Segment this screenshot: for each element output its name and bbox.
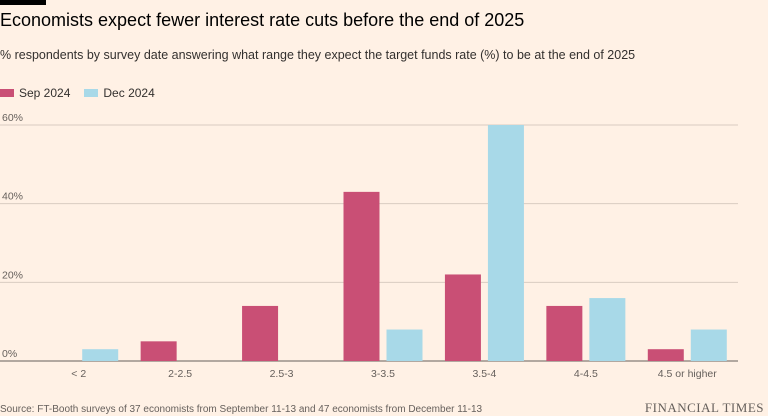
chart-subtitle: % respondents by survey date answering w… — [0, 48, 636, 62]
legend: Sep 2024 Dec 2024 — [0, 86, 155, 100]
x-tick-label: < 2 — [71, 368, 86, 380]
bar-dec-3 — [386, 329, 423, 361]
chart-title: Economists expect fewer interest rate cu… — [0, 10, 525, 30]
x-tick-label: 2-2.5 — [168, 368, 192, 380]
y-tick-label: 40% — [2, 191, 23, 203]
legend-item-dec: Dec 2024 — [84, 86, 155, 100]
bar-sep-1 — [140, 341, 177, 361]
legend-label-sep: Sep 2024 — [19, 86, 71, 100]
y-tick-label: 20% — [2, 269, 23, 281]
x-tick-label: 3-3.5 — [371, 368, 395, 380]
legend-item-sep: Sep 2024 — [0, 86, 70, 100]
bar-sep-6 — [647, 349, 684, 361]
x-tick-label: 4.5 or higher — [658, 368, 717, 380]
brand-bar — [0, 0, 46, 5]
y-tick-label: 0% — [2, 348, 17, 360]
bar-chart: 0% 20% 40% 60% < 2 2-2.5 2.5-3 3-3.5 3.5-4 4-4.5 4… — [0, 112, 738, 380]
legend-swatch-sep — [0, 89, 14, 97]
ft-logo: FINANCIAL TIMES — [644, 400, 764, 415]
bar-sep-5 — [546, 305, 583, 361]
bar-dec-0 — [82, 349, 119, 361]
x-tick-label: 2.5-3 — [270, 368, 294, 380]
legend-label-dec: Dec 2024 — [103, 86, 155, 100]
bar-sep-3 — [343, 191, 380, 361]
bar-dec-5 — [589, 298, 626, 361]
bar-sep-2 — [242, 305, 279, 361]
x-tick-label: 3.5-4 — [472, 368, 496, 380]
bar-sep-4 — [444, 274, 481, 361]
bar-dec-6 — [690, 329, 727, 361]
y-tick-label: 60% — [2, 112, 23, 124]
bar-dec-4 — [487, 125, 524, 361]
legend-swatch-dec — [84, 89, 99, 97]
source-note: Source: FT-Booth surveys of 37 economist… — [0, 404, 483, 415]
x-tick-label: 4-4.5 — [574, 368, 598, 380]
